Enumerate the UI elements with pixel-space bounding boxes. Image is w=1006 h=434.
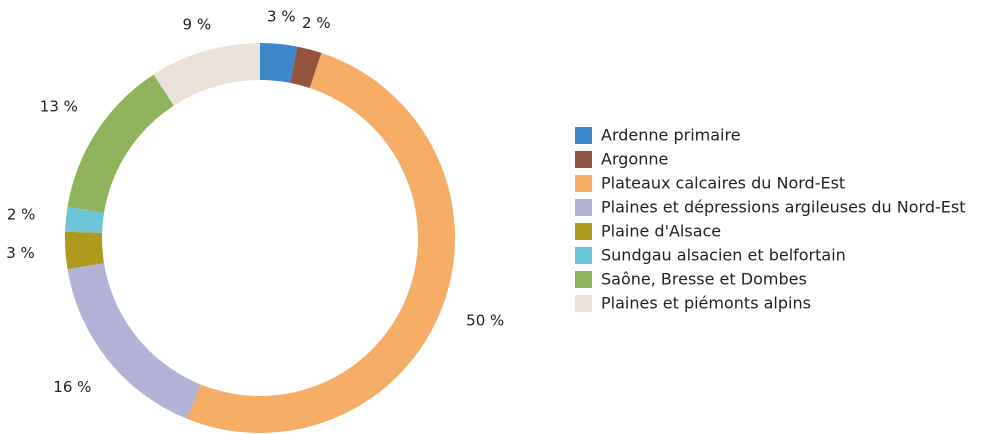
legend-swatch: [575, 223, 592, 240]
legend-label: Ardenne primaire: [601, 126, 741, 145]
data-label: 13 %: [40, 98, 78, 116]
legend-label: Plaines et piémonts alpins: [601, 294, 811, 313]
legend-label: Sundgau alsacien et belfortain: [601, 246, 846, 265]
legend-swatch: [575, 271, 592, 288]
legend-swatch: [575, 127, 592, 144]
legend-label: Argonne: [601, 150, 668, 169]
donut-segment: [186, 52, 455, 433]
donut-segment: [67, 74, 174, 213]
donut-segment: [153, 43, 260, 106]
legend-label: Plaine d'Alsace: [601, 222, 721, 241]
donut-segment: [65, 206, 105, 233]
legend-label: Plaines et dépressions argileuses du Nor…: [601, 198, 965, 217]
legend-swatch: [575, 247, 592, 264]
legend-swatch: [575, 151, 592, 168]
data-label: 16 %: [53, 378, 91, 396]
data-label: 2 %: [7, 205, 36, 223]
data-label: 9 %: [183, 16, 212, 34]
data-label: 50 %: [466, 311, 504, 329]
donut-segment: [260, 43, 298, 83]
legend-swatch: [575, 175, 592, 192]
legend-label: Plateaux calcaires du Nord-Est: [601, 174, 845, 193]
donut-segment: [65, 231, 105, 270]
donut-segment: [290, 46, 322, 89]
data-label: 2 %: [302, 14, 331, 32]
legend-label: Saône, Bresse et Dombes: [601, 270, 807, 289]
legend-swatch: [575, 295, 592, 312]
donut-segment: [67, 263, 201, 419]
legend-swatch: [575, 199, 592, 216]
data-label: 3 %: [6, 244, 35, 262]
data-label: 3 %: [267, 8, 296, 26]
